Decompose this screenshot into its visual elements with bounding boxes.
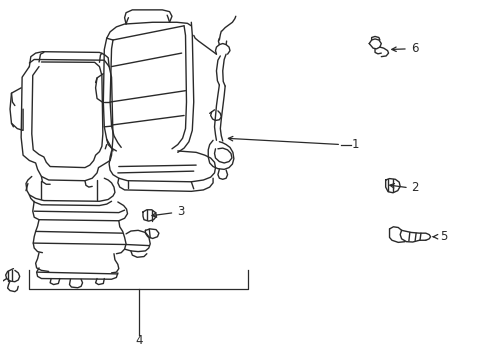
Text: 3: 3 <box>177 205 184 218</box>
Text: 1: 1 <box>351 138 359 151</box>
Text: 6: 6 <box>410 42 418 55</box>
Text: 5: 5 <box>439 230 447 243</box>
Text: 2: 2 <box>410 181 418 194</box>
Text: 4: 4 <box>135 334 142 347</box>
